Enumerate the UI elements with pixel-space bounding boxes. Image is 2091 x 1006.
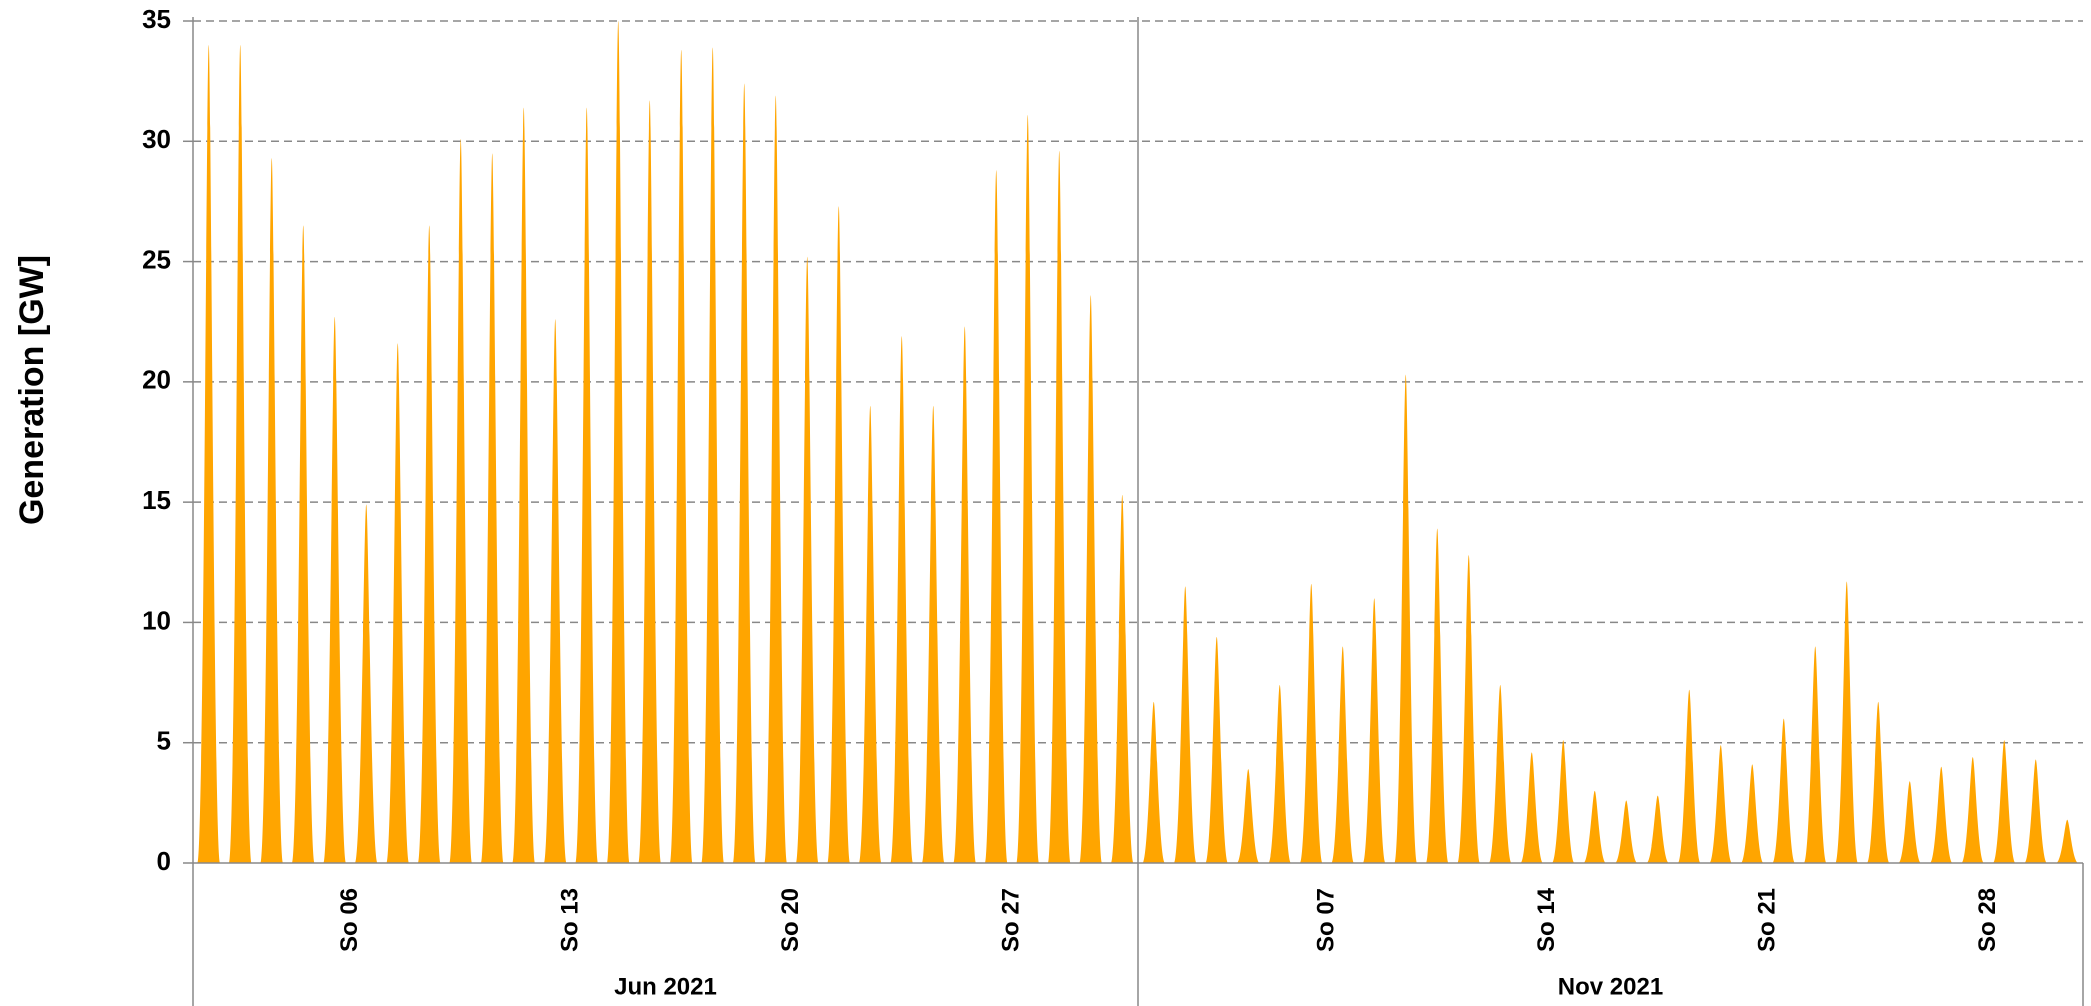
generation-peak (858, 405, 882, 863)
generation-peak (1142, 701, 1166, 863)
x-tick-label: So 14 (1533, 887, 1560, 952)
generation-peak (2024, 759, 2048, 863)
y-axis-label: Generation [GW] (13, 255, 51, 525)
generation-peak (1394, 374, 1418, 863)
generation-peak (1268, 684, 1292, 863)
generation-peak (449, 138, 473, 863)
generation-peak (984, 170, 1008, 863)
generation-peak (386, 343, 410, 863)
generation-peak (953, 326, 977, 863)
generation-peak (1205, 636, 1229, 863)
generation-peak (1362, 598, 1386, 863)
generation-peak (1646, 795, 1670, 863)
x-tick-label: So 28 (1974, 888, 2001, 952)
generation-peak (1236, 769, 1260, 863)
group-label: Nov 2021 (1558, 973, 1663, 1000)
generation-peak (1992, 740, 2016, 863)
generation-peak (1520, 752, 1544, 863)
x-tick-label: So 20 (777, 888, 804, 952)
generation-peak (1709, 745, 1733, 863)
generation-peak (575, 107, 599, 863)
generation-peak (291, 225, 315, 863)
generation-peak (1016, 114, 1040, 863)
generation-peak (1898, 781, 1922, 863)
generation-peak (1299, 583, 1323, 863)
y-tick-label: 30 (142, 124, 171, 154)
generation-peak (1929, 766, 1953, 863)
generation-peak (1331, 646, 1355, 863)
generation-peak (1772, 718, 1796, 863)
generation-peak (1457, 555, 1481, 863)
generation-peak (2055, 819, 2079, 863)
generation-peak (1614, 800, 1638, 863)
generation-peak (1866, 701, 1890, 863)
y-tick-label: 15 (142, 485, 171, 515)
generation-peak (417, 225, 441, 863)
y-tick-label: 0 (157, 846, 171, 876)
generation-peak (795, 256, 819, 863)
generation-peak (669, 49, 693, 864)
y-tick-label: 20 (142, 365, 171, 395)
generation-peak (1677, 689, 1701, 863)
generation-peak (1488, 684, 1512, 863)
generation-peak (1551, 740, 1575, 863)
generation-peak (228, 45, 252, 864)
generation-peak (1740, 764, 1764, 863)
x-tick-label: So 21 (1753, 888, 1780, 952)
generation-peak (701, 47, 725, 864)
y-tick-label: 25 (142, 244, 171, 274)
generation-peak (354, 504, 378, 863)
x-tick-label: So 27 (997, 888, 1024, 952)
y-tick-label: 5 (157, 726, 171, 756)
generation-peak (543, 319, 567, 863)
generation-peak (1961, 757, 1985, 863)
generation-peak (1425, 528, 1449, 863)
generation-peak (606, 21, 630, 863)
x-tick-label: So 13 (556, 888, 583, 952)
generation-peak (1835, 581, 1859, 863)
generation-peak (1079, 295, 1103, 863)
generation-peak (1047, 150, 1071, 863)
generation-peak (512, 107, 536, 863)
generation-peak (638, 100, 662, 864)
generation-peak (1173, 586, 1197, 863)
generation-peak (1803, 646, 1827, 863)
group-label: Jun 2021 (614, 973, 717, 1000)
generation-peak (732, 83, 756, 863)
y-tick-label: 10 (142, 605, 171, 635)
generation-peak (1110, 494, 1134, 863)
x-tick-label: So 06 (336, 888, 363, 952)
y-tick-label: 35 (142, 4, 171, 34)
generation-peak (764, 95, 788, 863)
generation-peak (480, 153, 504, 864)
generation-peak (921, 405, 945, 863)
generation-peak (197, 45, 221, 864)
generation-peak (890, 336, 914, 863)
x-tick-label: So 07 (1312, 888, 1339, 952)
generation-peak (1583, 790, 1607, 863)
generation-peak (260, 158, 284, 863)
generation-peak (827, 206, 851, 864)
generation-peak (323, 316, 347, 864)
